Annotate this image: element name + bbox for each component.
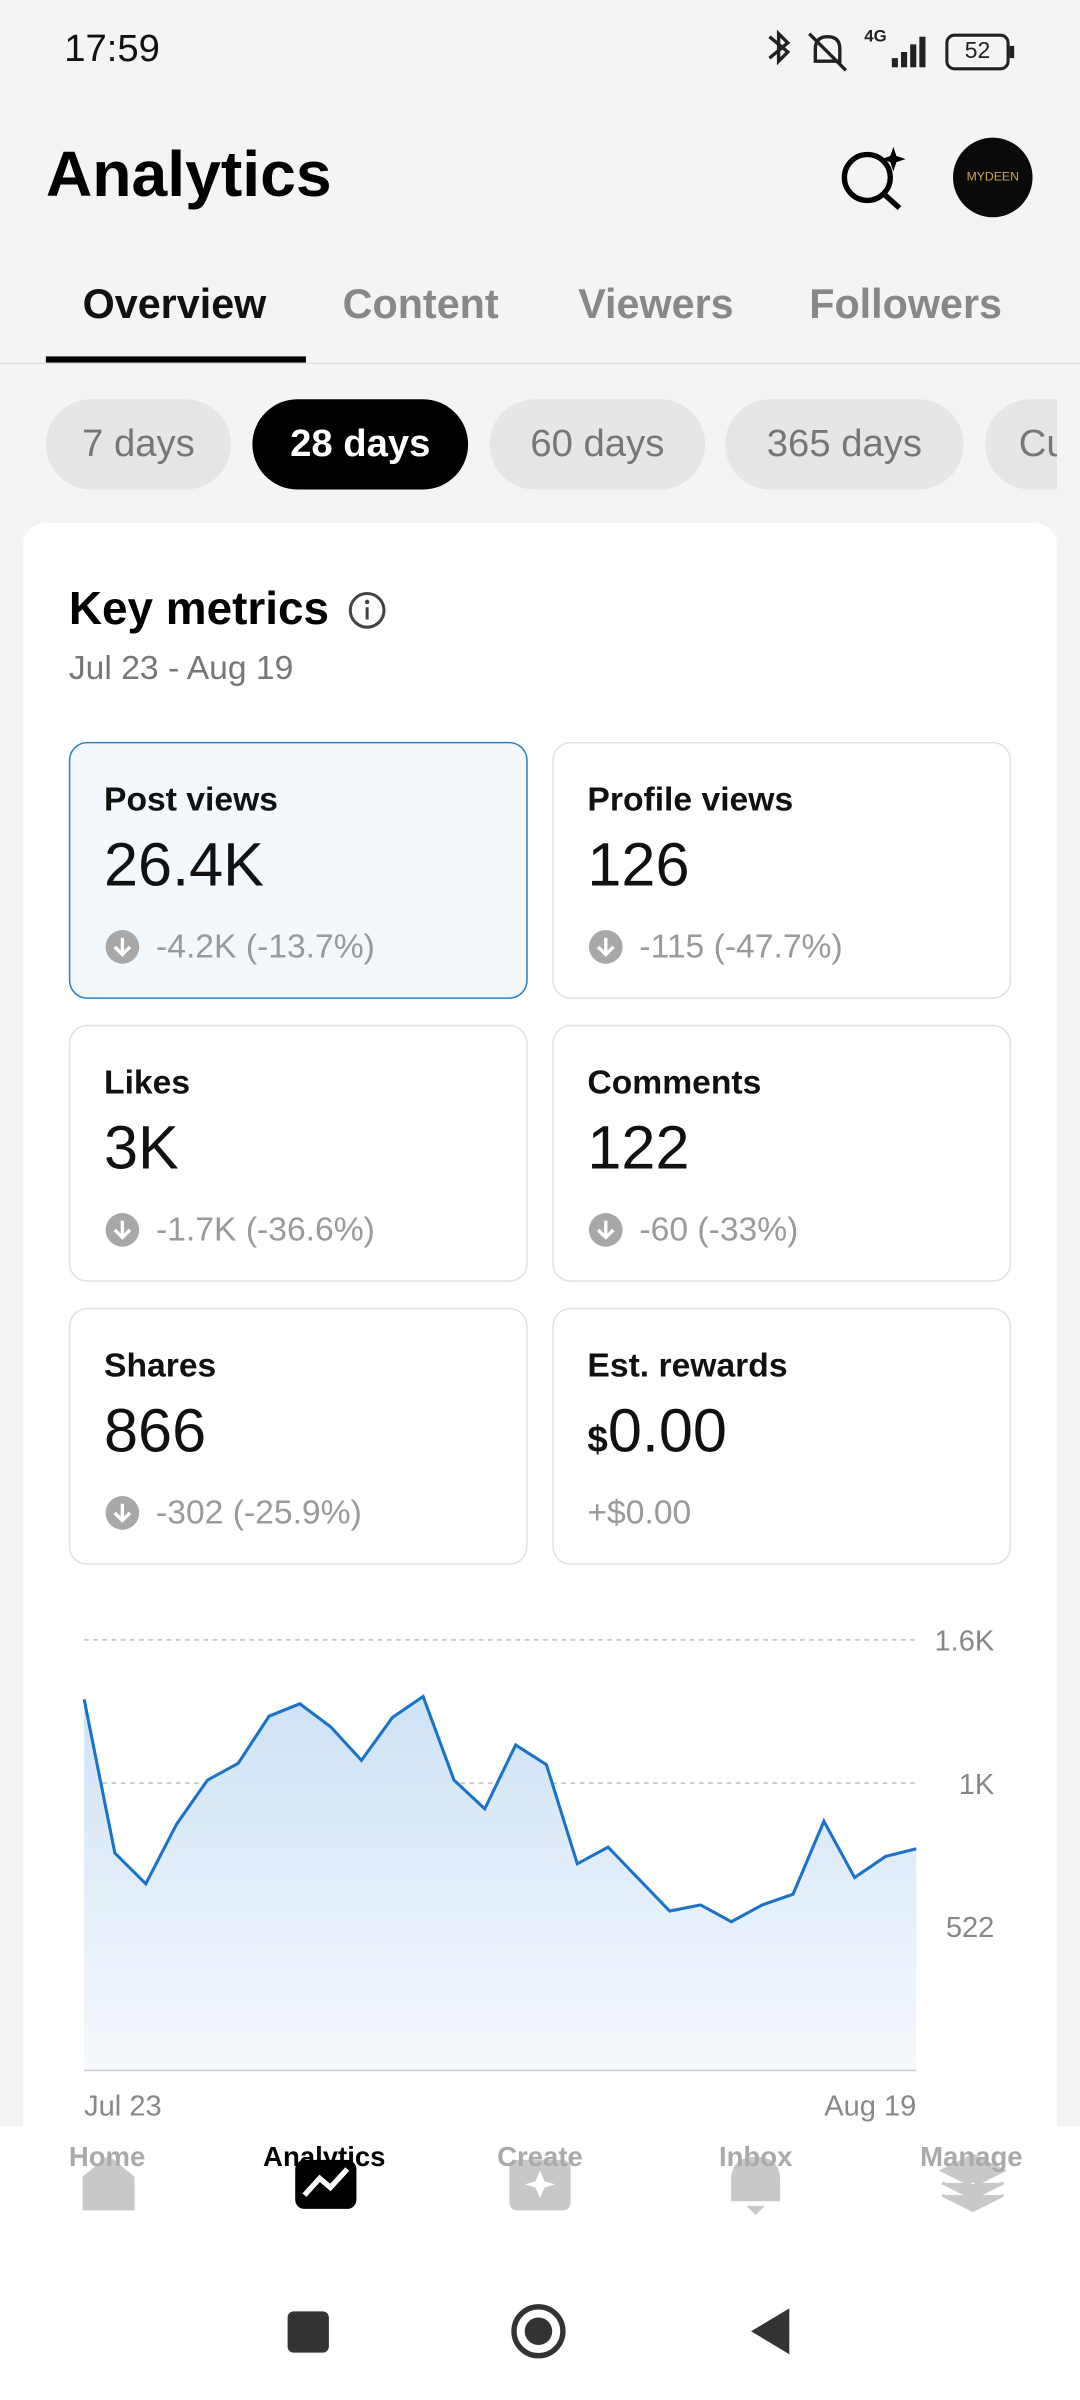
value: 122 — [587, 1115, 690, 1183]
system-nav — [287, 2304, 790, 2359]
metric-value: 3K — [104, 1115, 179, 1184]
change-text: -60 (-33%) — [639, 1209, 799, 1249]
tab[interactable]: Overview — [82, 281, 267, 328]
network-type: 4G — [864, 27, 887, 46]
metric-change: -115 (-47.7%) — [587, 926, 843, 967]
change-text: +$0.00 — [587, 1492, 692, 1532]
line — [82, 1694, 917, 1924]
card-title: Key metrics — [68, 584, 330, 635]
status-icons — [768, 29, 1015, 72]
down-icon — [588, 1213, 623, 1247]
down-icon — [105, 1213, 140, 1247]
metric-label: Post views — [104, 780, 278, 819]
change-text: -302 (-25.9%) — [156, 1492, 362, 1532]
tab[interactable]: Followers — [809, 281, 1003, 328]
metric-value: 126 — [587, 832, 689, 901]
info-icon[interactable] — [347, 590, 387, 630]
down-icon — [105, 1496, 140, 1530]
page-title: Analytics — [45, 137, 332, 210]
currency: $ — [587, 1419, 608, 1461]
range-pill[interactable]: 60 days — [489, 399, 706, 490]
battery-level: 52 — [964, 38, 991, 65]
search-button[interactable] — [838, 144, 908, 211]
metric-label: Comments — [587, 1063, 762, 1102]
nav-item[interactable]: Analytics — [263, 2141, 386, 2173]
nav-item[interactable]: Inbox — [718, 2141, 793, 2173]
metric-card[interactable]: Likes 3K -1.7K (-36.6%) — [68, 1024, 528, 1282]
metric-card[interactable]: Est. rewards $0.00 +$0.00 — [552, 1307, 1012, 1565]
metric-label: Likes — [104, 1063, 191, 1102]
nav-item[interactable]: Home — [68, 2141, 146, 2173]
date-range: Jul 23 - Aug 19 — [68, 648, 294, 687]
metric-value: 26.4K — [104, 832, 264, 901]
value: 3K — [104, 1115, 179, 1183]
x-tick-label: Aug 19 — [824, 2091, 916, 2123]
area — [84, 1696, 917, 2070]
tabs-divider — [0, 362, 1080, 365]
metric-label: Shares — [104, 1346, 217, 1385]
value: 0.00 — [607, 1398, 727, 1466]
status-time: 17:59 — [64, 27, 160, 71]
down-icon — [105, 930, 140, 964]
range-pill[interactable]: 7 days — [45, 399, 231, 490]
value: 866 — [104, 1398, 207, 1466]
tab-indicator — [45, 356, 306, 363]
metric-label: Est. rewards — [587, 1346, 788, 1385]
metric-change: -302 (-25.9%) — [104, 1493, 362, 1533]
nav-icons — [82, 2153, 1007, 2216]
metric-change: -4.2K (-13.7%) — [104, 927, 375, 967]
metric-card[interactable]: Shares 866 -302 (-25.9%) — [68, 1307, 528, 1565]
avatar[interactable]: MYDEEN — [953, 137, 1033, 218]
x-tick-label: Jul 23 — [84, 2091, 162, 2123]
y-tick-label: 1K — [959, 1769, 995, 1801]
change-text: -115 (-47.7%) — [639, 926, 843, 966]
value: 26.4K — [104, 832, 264, 900]
metric-label: Profile views — [587, 780, 794, 819]
tab[interactable]: Content — [342, 281, 499, 328]
range-pill[interactable]: Custom — [985, 399, 1058, 490]
nav-item[interactable]: Create — [497, 2141, 583, 2173]
y-tick-label: 1.6K — [935, 1626, 995, 1658]
metric-card[interactable]: Profile views 126 -115 (-47.7%) — [552, 741, 1012, 999]
metric-change: -1.7K (-36.6%) — [104, 1210, 375, 1250]
range-pill[interactable]: 28 days — [252, 399, 469, 490]
change-text: -4.2K (-13.7%) — [156, 926, 375, 966]
metric-value: 866 — [104, 1398, 206, 1467]
metric-value: 122 — [587, 1115, 689, 1184]
value: 126 — [587, 832, 690, 900]
metric-change: +$0.00 — [587, 1493, 691, 1533]
metric-change: -60 (-33%) — [587, 1210, 798, 1250]
tab[interactable]: Viewers — [578, 281, 734, 328]
down-icon — [588, 930, 623, 964]
chart: 522 1K 1.6K Jul 23 Aug 19 — [82, 1626, 995, 2123]
metric-card[interactable]: Comments 122 -60 (-33%) — [552, 1024, 1012, 1282]
y-tick-label: 522 — [946, 1912, 994, 1944]
nav-item[interactable]: Manage — [920, 2141, 1023, 2173]
metric-value: $0.00 — [587, 1398, 727, 1467]
range-pill[interactable]: 365 days — [725, 399, 964, 490]
metric-card[interactable]: Post views 26.4K -4.2K (-13.7%) — [68, 741, 528, 999]
change-text: -1.7K (-36.6%) — [156, 1209, 375, 1249]
